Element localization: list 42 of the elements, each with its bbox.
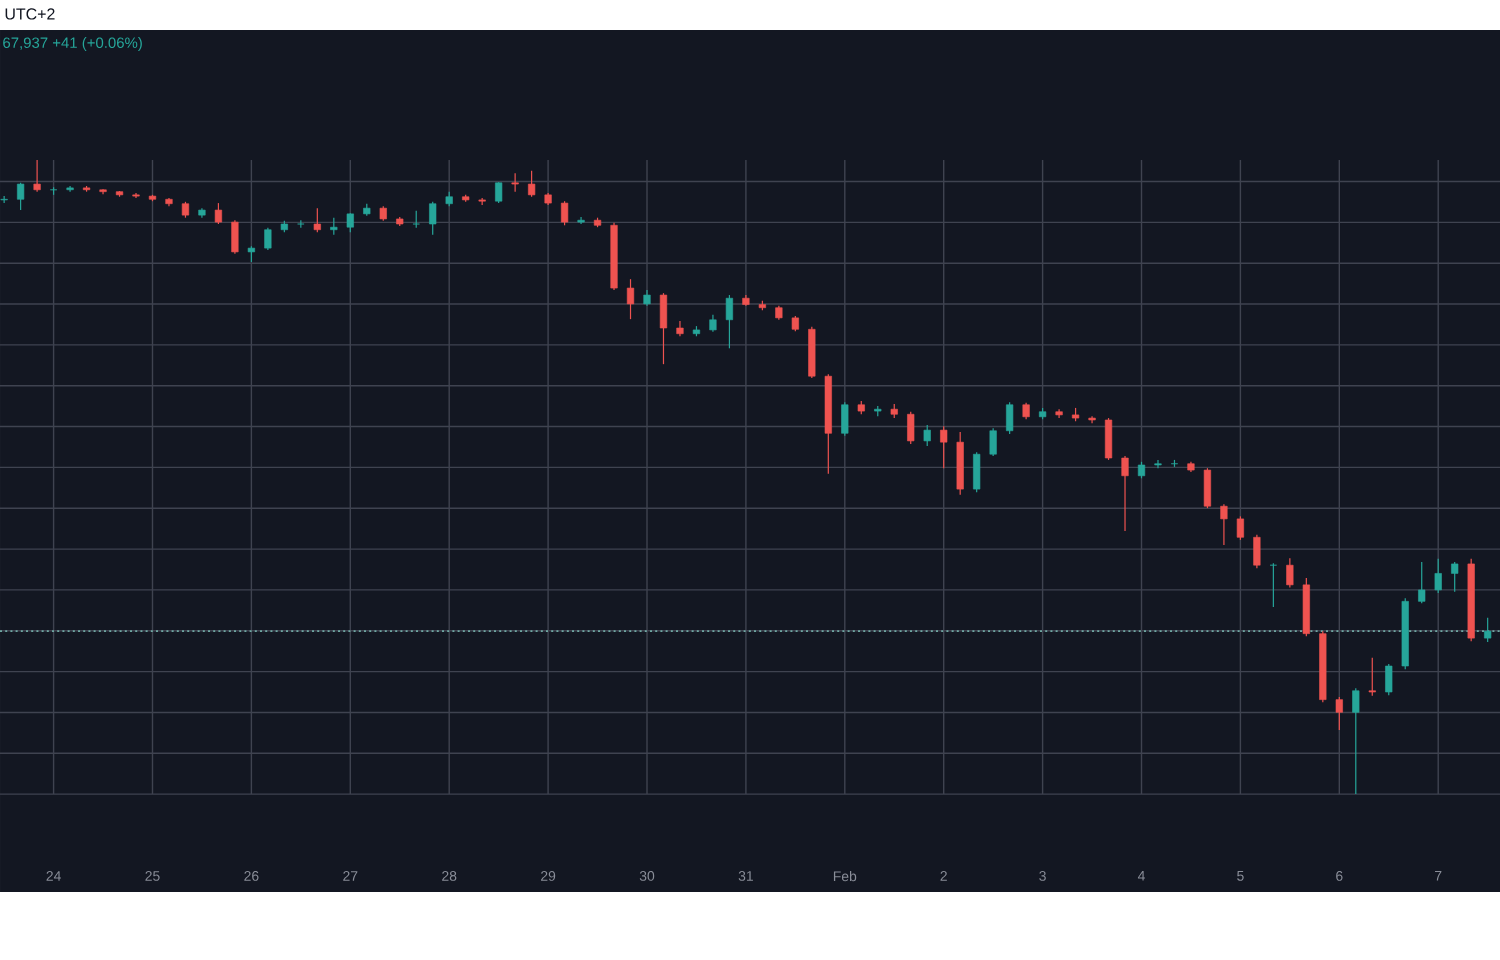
candlestick: [1385, 663, 1393, 696]
candlestick: [725, 294, 734, 349]
candlestick: [17, 182, 25, 211]
candlestick: [1434, 558, 1442, 594]
candlestick: [1121, 455, 1129, 532]
candlestick: [214, 202, 223, 225]
candlestick: [1253, 534, 1261, 569]
candlestick: [841, 401, 849, 437]
candlestick: [1418, 561, 1426, 604]
candlestick: [33, 159, 41, 193]
candlestick: [528, 170, 536, 198]
candlestick: [511, 172, 519, 193]
candlestick: [346, 212, 354, 233]
candlestick: [808, 326, 816, 379]
candlestick: [429, 201, 437, 236]
candlestick: [940, 425, 948, 469]
candlestick: [626, 278, 635, 320]
candlestick: [659, 292, 668, 365]
candlestick: [264, 227, 272, 251]
candlestick: [989, 427, 997, 457]
candlestick: [495, 181, 503, 204]
candlestick: [1104, 417, 1113, 461]
candlestick: [1286, 557, 1294, 588]
candlestick: [1154, 459, 1162, 469]
candlestick: [231, 219, 239, 255]
candlestick: [907, 411, 915, 445]
candlestick: [1203, 467, 1212, 509]
candlestick: [923, 424, 931, 447]
candlestick: [560, 200, 569, 226]
candlestick: [1220, 503, 1228, 546]
candlestick: [313, 207, 321, 233]
candlestick: [1335, 696, 1343, 731]
candlestick: [1484, 617, 1492, 643]
candlestick: [956, 431, 964, 496]
candlestick: [1006, 401, 1014, 435]
candlestick: [0, 195, 8, 204]
candlestick: [577, 216, 585, 225]
candlestick: [1352, 687, 1360, 795]
candlestick: [1236, 515, 1244, 541]
candlestick: [973, 451, 981, 493]
candlestick: [1368, 657, 1376, 697]
candlestick: [1451, 561, 1459, 593]
